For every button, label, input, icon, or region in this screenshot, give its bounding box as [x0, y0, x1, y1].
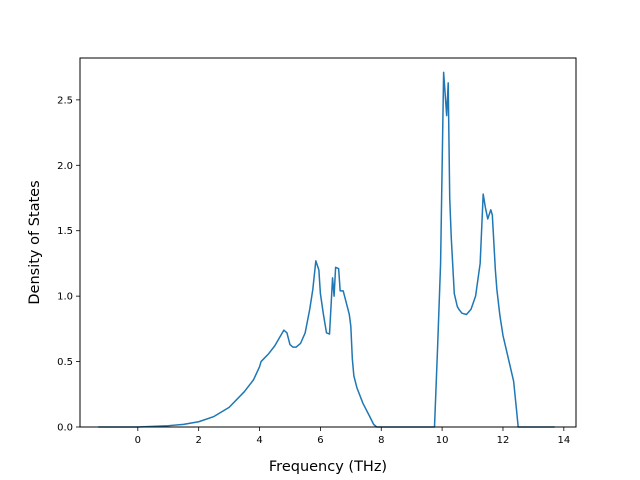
x-tick-label: 6 — [317, 435, 323, 446]
dos-series-line — [98, 71, 555, 428]
x-tick-label: 4 — [256, 435, 262, 446]
x-tick-label: 12 — [497, 435, 510, 446]
y-axis-label: Density of States — [27, 180, 43, 304]
y-tick-label: 1.0 — [57, 292, 73, 303]
y-axis: 0.0 0.5 1.0 1.5 2.0 2.5 — [57, 95, 80, 434]
x-tick-label: 2 — [195, 435, 201, 446]
x-axis-label: Frequency (THz) — [269, 459, 387, 475]
plot-frame — [79, 57, 577, 428]
y-tick-label: 0.0 — [57, 423, 73, 434]
y-tick-label: 2.0 — [57, 161, 73, 172]
x-tick-label: 8 — [378, 435, 384, 446]
x-tick-label: 10 — [436, 435, 449, 446]
y-tick-label: 0.5 — [57, 357, 73, 368]
x-axis: 0 2 4 6 8 10 12 14 — [135, 427, 570, 446]
x-tick-label: 0 — [135, 435, 141, 446]
y-tick-label: 2.5 — [57, 95, 73, 106]
x-tick-label: 14 — [557, 435, 570, 446]
y-tick-label: 1.5 — [57, 226, 73, 237]
dos-curve-layer — [98, 71, 555, 428]
